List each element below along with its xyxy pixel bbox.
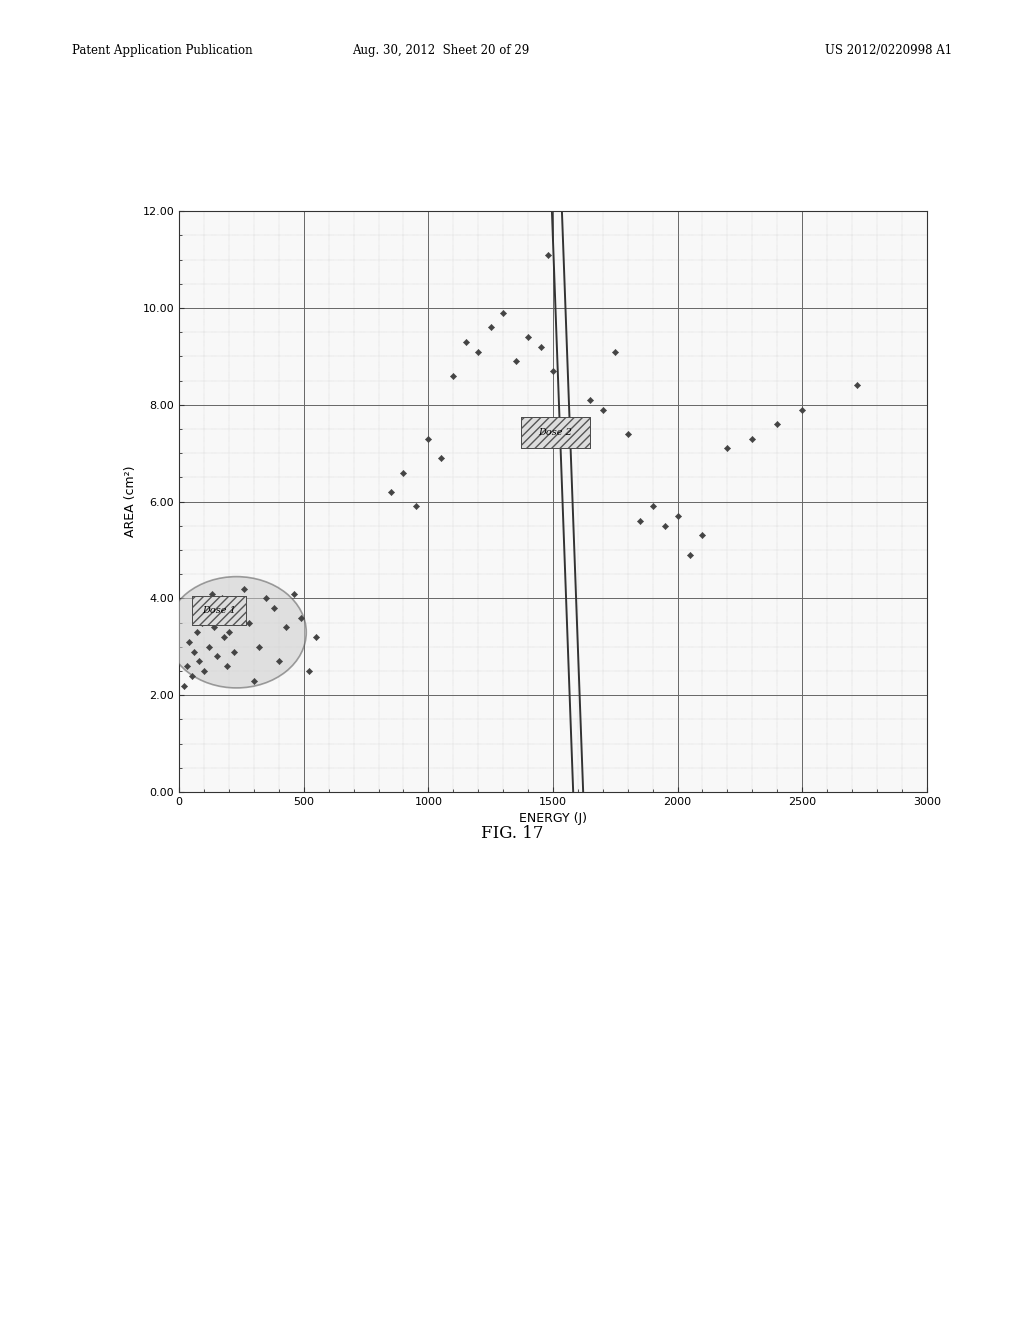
Point: [794, 399, 810, 420]
Point: [420, 428, 436, 449]
Ellipse shape: [167, 577, 306, 688]
Point: [719, 438, 735, 459]
Point: [196, 660, 212, 681]
Point: [482, 317, 499, 338]
Bar: [520, 417, 590, 449]
Point: [744, 428, 761, 449]
Point: [395, 462, 412, 483]
Point: [183, 665, 200, 686]
Point: [230, 602, 247, 623]
Point: [279, 616, 295, 638]
Point: [246, 671, 262, 692]
Point: [849, 375, 865, 396]
Point: [265, 598, 282, 619]
Point: [241, 612, 257, 634]
Point: [209, 645, 225, 667]
Point: [632, 511, 648, 532]
Y-axis label: AREA (cm²): AREA (cm²): [124, 466, 137, 537]
Point: [251, 636, 267, 657]
Point: [293, 607, 309, 628]
Point: [301, 660, 317, 681]
Point: [569, 413, 586, 434]
Point: [520, 326, 537, 347]
Point: [445, 366, 462, 387]
Point: [308, 627, 325, 648]
Bar: [520, 417, 590, 449]
Point: [199, 598, 215, 619]
Point: [657, 515, 674, 536]
Point: [270, 651, 287, 672]
Point: [204, 583, 220, 605]
Point: [258, 587, 274, 609]
Point: [188, 622, 205, 643]
Point: [508, 351, 524, 372]
Text: Dose 2: Dose 2: [539, 428, 572, 437]
Point: [540, 244, 556, 265]
Bar: [191, 597, 247, 626]
Point: [670, 506, 686, 527]
Point: [226, 642, 243, 663]
Point: [194, 612, 210, 634]
Point: [408, 496, 424, 517]
Text: FIG. 17: FIG. 17: [480, 825, 544, 842]
Point: [190, 651, 207, 672]
Point: [201, 636, 217, 657]
X-axis label: ENERGY (J): ENERGY (J): [519, 812, 587, 825]
Point: [694, 525, 711, 546]
Point: [186, 642, 203, 663]
Point: [383, 482, 399, 503]
Point: [286, 583, 302, 605]
Bar: [191, 597, 247, 626]
Point: [582, 389, 598, 411]
Point: [218, 656, 234, 677]
Point: [607, 341, 624, 362]
Point: [213, 587, 229, 609]
Point: [181, 631, 198, 652]
Text: Dose 1: Dose 1: [202, 606, 236, 615]
Point: [682, 544, 698, 565]
Point: [458, 331, 474, 352]
Point: [216, 627, 232, 648]
Point: [432, 447, 449, 469]
Point: [211, 607, 227, 628]
Point: [769, 413, 785, 434]
Point: [620, 424, 636, 445]
Text: Aug. 30, 2012  Sheet 20 of 29: Aug. 30, 2012 Sheet 20 of 29: [351, 44, 529, 57]
Point: [595, 399, 611, 420]
Point: [532, 337, 549, 358]
Point: [178, 656, 195, 677]
Point: [470, 341, 486, 362]
Point: [545, 360, 561, 381]
Point: [236, 578, 252, 599]
Point: [206, 616, 222, 638]
Point: [176, 675, 193, 696]
Text: US 2012/0220998 A1: US 2012/0220998 A1: [825, 44, 952, 57]
Point: [221, 622, 238, 643]
Text: Patent Application Publication: Patent Application Publication: [72, 44, 252, 57]
Point: [495, 302, 511, 323]
Point: [644, 496, 660, 517]
